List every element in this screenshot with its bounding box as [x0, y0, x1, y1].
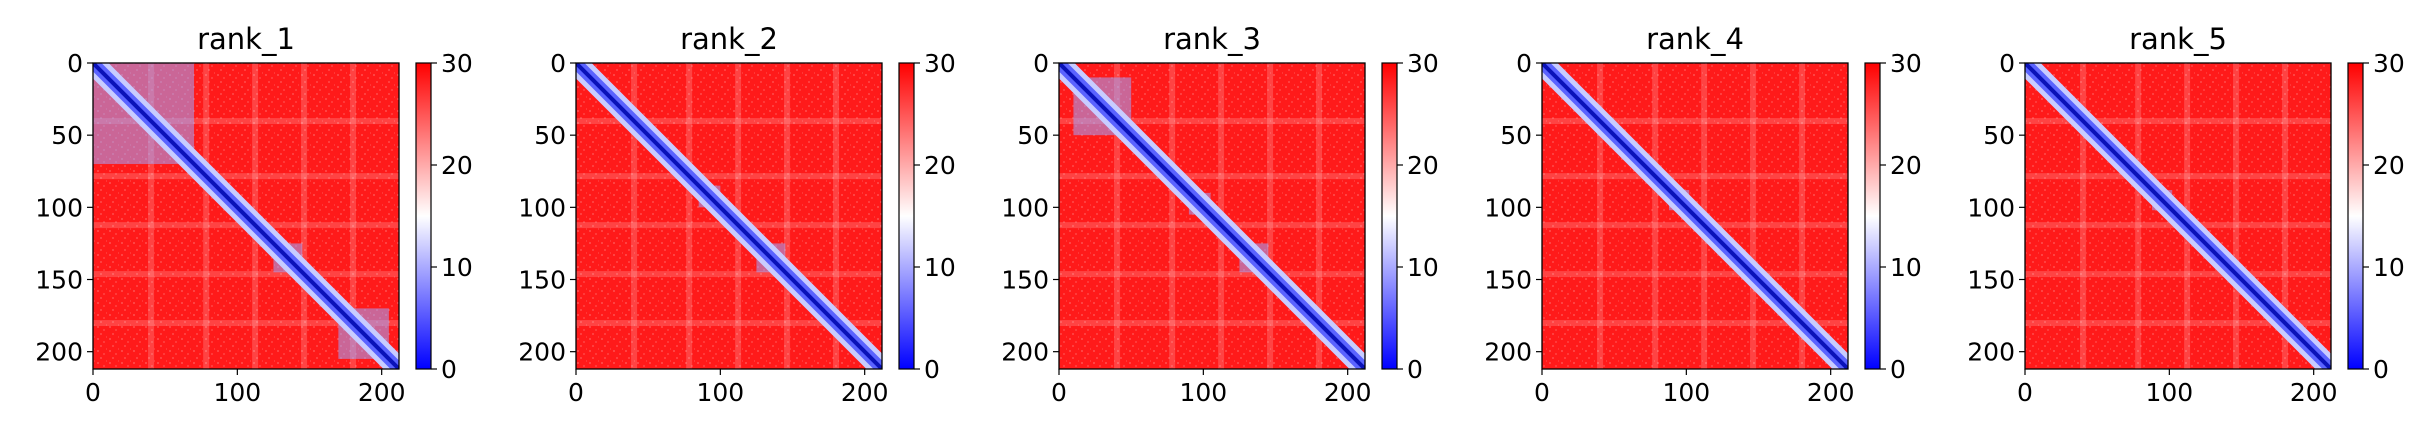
- colorbar-tick-label: 30: [924, 49, 956, 78]
- colorbar-tick-label: 30: [1890, 49, 1922, 78]
- heatmap-diagonal: [93, 63, 399, 369]
- chart-title: rank_3: [1163, 22, 1261, 56]
- heatmap-diagonal: [576, 63, 882, 369]
- y-tick-label: 100: [1001, 193, 1049, 222]
- y-tick-label: 150: [1967, 266, 2015, 295]
- colorbar-tick-label: 20: [1407, 151, 1439, 180]
- colorbar-tick-label: 0: [2373, 355, 2389, 384]
- y-tick-label: 200: [1001, 338, 1049, 367]
- colorbar-tick-label: 0: [1890, 355, 1906, 384]
- y-tick-label: 150: [518, 266, 566, 295]
- y-tick-label: 100: [35, 193, 83, 222]
- y-tick-label: 150: [1001, 266, 1049, 295]
- axes-frame: [92, 62, 400, 370]
- colorbar-tick-label: 10: [1890, 253, 1922, 282]
- y-tick-label: 50: [51, 121, 83, 150]
- x-tick-label: 200: [2290, 378, 2338, 407]
- x-tick-label: 0: [85, 378, 101, 407]
- y-tick-label: 50: [1983, 121, 2015, 150]
- axes-frame: [2024, 62, 2332, 370]
- chart-title: rank_4: [1646, 22, 1744, 56]
- x-tick-label: 100: [2145, 378, 2193, 407]
- x-tick-label: 200: [1324, 378, 1372, 407]
- colorbar-tick-label: 30: [1407, 49, 1439, 78]
- x-tick-label: 0: [2017, 378, 2033, 407]
- x-tick-label: 100: [696, 378, 744, 407]
- y-tick-label: 0: [67, 49, 83, 78]
- y-tick-label: 200: [35, 338, 83, 367]
- y-tick-label: 100: [518, 193, 566, 222]
- y-tick-label: 150: [35, 266, 83, 295]
- heatmap-diagonal: [1542, 63, 1848, 369]
- colorbar-tick-label: 10: [924, 253, 956, 282]
- colorbar-tick-label: 10: [1407, 253, 1439, 282]
- y-tick-label: 200: [518, 338, 566, 367]
- colorbar-tick-label: 20: [924, 151, 956, 180]
- x-tick-label: 100: [213, 378, 261, 407]
- x-tick-label: 0: [568, 378, 584, 407]
- colorbar: [415, 62, 432, 370]
- colorbar-tick-label: 0: [441, 355, 457, 384]
- y-tick-label: 0: [1033, 49, 1049, 78]
- y-tick-label: 0: [1999, 49, 2015, 78]
- axes-frame: [575, 62, 883, 370]
- y-tick-label: 50: [534, 121, 566, 150]
- x-tick-label: 0: [1051, 378, 1067, 407]
- x-tick-label: 100: [1662, 378, 1710, 407]
- chart-title: rank_2: [680, 22, 778, 56]
- x-tick-label: 200: [358, 378, 406, 407]
- y-tick-label: 100: [1967, 193, 2015, 222]
- colorbar: [1864, 62, 1881, 370]
- colorbar-tick-label: 10: [2373, 253, 2405, 282]
- y-tick-label: 200: [1484, 338, 1532, 367]
- y-tick-label: 50: [1017, 121, 1049, 150]
- colorbar-tick-label: 30: [2373, 49, 2405, 78]
- colorbar-tick-label: 20: [1890, 151, 1922, 180]
- colorbar: [1381, 62, 1398, 370]
- axes-frame: [1541, 62, 1849, 370]
- colorbar-tick-label: 0: [924, 355, 940, 384]
- chart-title: rank_1: [197, 22, 295, 56]
- y-tick-label: 0: [550, 49, 566, 78]
- colorbar-tick-label: 10: [441, 253, 473, 282]
- axes-frame: [1058, 62, 1366, 370]
- colorbar: [898, 62, 915, 370]
- colorbar: [2347, 62, 2364, 370]
- x-tick-label: 200: [841, 378, 889, 407]
- x-tick-label: 200: [1807, 378, 1855, 407]
- y-tick-label: 50: [1500, 121, 1532, 150]
- y-tick-label: 200: [1967, 338, 2015, 367]
- colorbar-tick-label: 20: [2373, 151, 2405, 180]
- chart-title: rank_5: [2129, 22, 2227, 56]
- y-tick-label: 150: [1484, 266, 1532, 295]
- heatmap-diagonal: [1059, 63, 1365, 369]
- colorbar-tick-label: 0: [1407, 355, 1423, 384]
- heatmap-diagonal: [2025, 63, 2331, 369]
- colorbar-tick-label: 30: [441, 49, 473, 78]
- x-tick-label: 100: [1179, 378, 1227, 407]
- y-tick-label: 0: [1516, 49, 1532, 78]
- y-tick-label: 100: [1484, 193, 1532, 222]
- colorbar-tick-label: 20: [441, 151, 473, 180]
- x-tick-label: 0: [1534, 378, 1550, 407]
